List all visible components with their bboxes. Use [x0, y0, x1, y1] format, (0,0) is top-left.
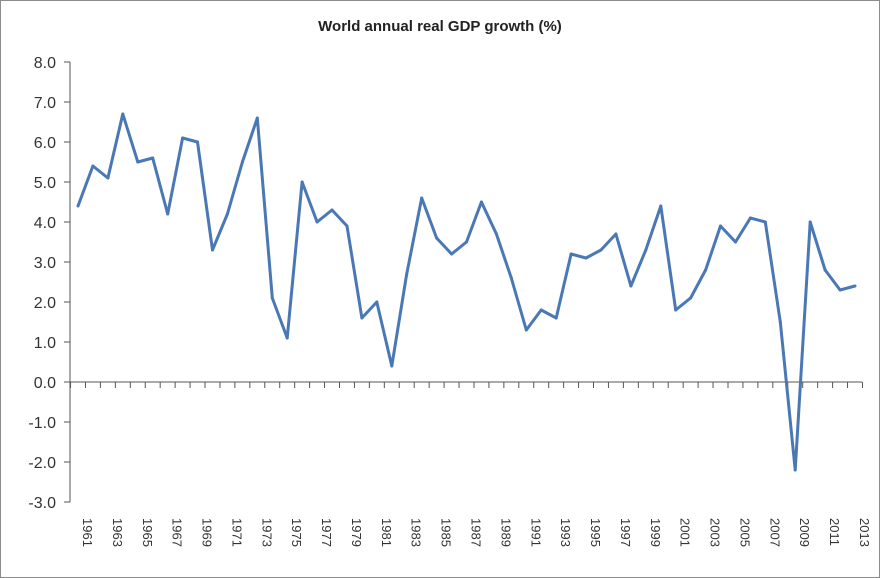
data-point	[838, 288, 842, 292]
data-point	[225, 212, 229, 216]
y-tick-label: 0.0	[34, 375, 56, 392]
x-tick-label: 2001	[678, 518, 693, 547]
x-tick-label: 2013	[857, 518, 872, 547]
data-point	[450, 252, 454, 256]
x-tick-label: 2005	[737, 518, 752, 547]
data-point	[196, 140, 200, 144]
data-point	[405, 272, 409, 276]
x-tick-label: 1989	[498, 518, 513, 547]
x-tick-label: 1979	[349, 518, 364, 547]
data-point	[509, 276, 513, 280]
x-tick-label: 1995	[588, 518, 603, 547]
x-tick-label: 1961	[80, 518, 95, 547]
y-tick-label: -3.0	[28, 495, 56, 512]
y-tick-label: 5.0	[34, 175, 56, 192]
x-tick-label: 1965	[140, 518, 155, 547]
data-point	[210, 248, 214, 252]
data-point	[300, 180, 304, 184]
data-point	[524, 328, 528, 332]
data-point	[793, 468, 797, 472]
data-point	[763, 220, 767, 224]
x-tick-label: 1987	[469, 518, 484, 547]
chart-title: World annual real GDP growth (%)	[318, 18, 562, 35]
x-axis: 1961 1963 1965 1967 1969 1971 1973 1975 1977 1979…	[70, 381, 872, 547]
data-point	[330, 208, 334, 212]
data-point	[599, 248, 603, 252]
x-tick-label: 2007	[767, 518, 782, 547]
data-point	[181, 136, 185, 140]
y-tick-label: -1.0	[28, 415, 56, 432]
x-tick-label: 1981	[379, 518, 394, 547]
data-point	[240, 160, 244, 164]
x-tick-label: 1963	[110, 518, 125, 547]
series-line	[76, 112, 856, 472]
data-point	[166, 212, 170, 216]
data-point	[614, 232, 618, 236]
data-point	[853, 284, 857, 288]
plot-area	[76, 112, 857, 472]
data-point	[91, 164, 95, 168]
data-point	[479, 200, 483, 204]
x-tick-label: 1977	[319, 518, 334, 547]
y-tick-label: 3.0	[34, 255, 56, 272]
data-point	[151, 156, 155, 160]
y-axis: 8.0 7.0 6.0 5.0 4.0 3.0 2.0 1.0 0.0 -1.0 -2.0 -3.0	[28, 55, 71, 512]
data-point	[539, 308, 543, 312]
data-point	[435, 236, 439, 240]
data-point	[76, 204, 80, 208]
data-point	[465, 240, 468, 244]
y-tick-label: 6.0	[34, 135, 56, 152]
x-tick-label: 1971	[229, 518, 244, 547]
x-tick-label: 1973	[259, 518, 274, 547]
y-tick-label: 4.0	[34, 215, 56, 232]
x-tick-label: 1999	[648, 518, 663, 547]
x-tick-label: 1975	[289, 518, 304, 547]
data-point	[659, 204, 663, 208]
data-point	[255, 116, 259, 120]
x-tick-label: 1997	[618, 518, 633, 547]
data-point	[360, 316, 364, 320]
data-point	[136, 160, 140, 164]
data-point	[106, 176, 110, 180]
x-tick-label: 2003	[708, 518, 723, 547]
data-point	[494, 232, 498, 236]
data-point	[629, 284, 633, 288]
x-tick-label: 1985	[439, 518, 454, 547]
data-point	[674, 308, 678, 312]
y-tick-label: 2.0	[34, 295, 56, 312]
data-point	[345, 224, 349, 228]
data-point	[569, 252, 573, 256]
y-tick-label: 1.0	[34, 335, 56, 352]
data-point	[584, 256, 588, 260]
x-tick-label: 1983	[409, 518, 424, 547]
data-point	[121, 112, 125, 116]
data-point	[554, 316, 558, 320]
data-point	[823, 268, 827, 272]
x-tick-label: 2011	[827, 518, 842, 546]
data-point	[270, 296, 274, 300]
x-tick-label: 2009	[797, 518, 812, 547]
x-tick-label: 1969	[200, 518, 215, 547]
y-tick-label: 7.0	[34, 95, 56, 112]
data-point	[808, 220, 812, 224]
data-point	[748, 216, 752, 220]
data-point	[689, 296, 693, 300]
data-point	[733, 240, 737, 244]
data-point	[719, 224, 723, 228]
data-point	[285, 336, 289, 340]
x-tick-label: 1967	[170, 518, 185, 547]
data-point	[375, 300, 379, 304]
data-point	[644, 248, 648, 252]
x-tick-label: 1993	[558, 518, 573, 547]
data-point	[704, 268, 708, 272]
data-point	[315, 220, 319, 224]
x-tick-label: 1991	[528, 518, 543, 547]
data-point	[778, 320, 782, 324]
data-point	[390, 364, 394, 368]
data-point	[420, 196, 424, 200]
y-tick-label: -2.0	[28, 455, 56, 472]
y-tick-label: 8.0	[34, 55, 56, 72]
